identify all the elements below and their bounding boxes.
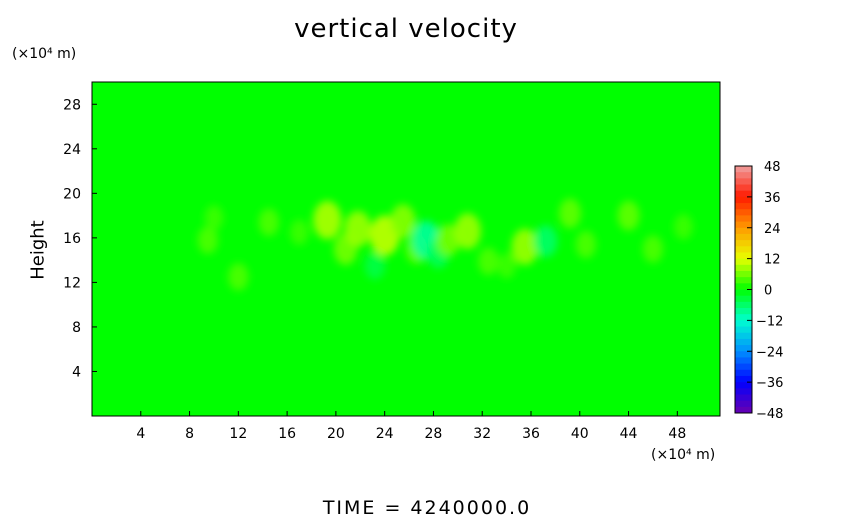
heatmap-cell (390, 204, 416, 239)
x-tick-label: 32 (473, 426, 491, 442)
colorbar-swatch (735, 209, 752, 216)
y-tick-label: 24 (63, 142, 81, 158)
colorbar-swatch (735, 369, 752, 377)
x-tick-label: 8 (185, 426, 194, 442)
heatmap-cell (436, 224, 460, 257)
colorbar-label: 0 (764, 284, 772, 299)
colorbar-swatch (735, 252, 752, 260)
y-tick-label: 12 (63, 275, 81, 291)
y-axis-unit: (×10⁴ m) (12, 46, 77, 62)
colorbar-swatch (735, 320, 752, 328)
heatmap-cell (478, 247, 499, 276)
heatmap-cell (642, 235, 664, 263)
y-tick-label: 16 (63, 231, 81, 247)
chart-title: vertical velocity (294, 14, 518, 44)
colorbar-swatch (735, 308, 752, 315)
colorbar-swatch (735, 289, 752, 297)
colorbar-label: −12 (756, 314, 783, 329)
colorbar-swatch (735, 233, 752, 241)
heatmap-cell (575, 230, 597, 259)
y-tick-label: 28 (63, 97, 81, 113)
colorbar-label: 12 (764, 253, 781, 268)
x-tick-label: 24 (376, 426, 394, 442)
x-axis-unit: (×10⁴ m) (651, 447, 716, 463)
heatmap-cell (228, 263, 249, 291)
colorbar-swatch (735, 270, 752, 278)
heatmap-cell (258, 208, 280, 237)
colorbar-swatch (735, 166, 752, 173)
colorbar-swatch (735, 295, 752, 303)
colorbar-swatch (735, 326, 752, 334)
x-tick-label: 36 (522, 426, 540, 442)
colorbar-swatch (735, 264, 752, 272)
x-tick-label: 20 (327, 426, 345, 442)
colorbar-swatch (735, 184, 752, 192)
y-tick-label: 8 (72, 320, 81, 336)
colorbar-label: 48 (764, 160, 781, 175)
colorbar-swatch (735, 203, 752, 210)
heatmap-cell (454, 213, 481, 250)
x-tick-label: 40 (571, 426, 589, 442)
colorbar-label: −24 (756, 345, 783, 360)
colorbar-swatch (735, 338, 752, 346)
colorbar-swatch (735, 178, 752, 186)
heatmap-cell (674, 214, 693, 240)
colorbar-swatch (735, 351, 752, 358)
colorbar-swatch (735, 215, 752, 223)
heatmap-cell (289, 219, 309, 245)
colorbar-swatch (735, 301, 752, 309)
colorbar-swatch (735, 221, 752, 229)
x-tick-label: 4 (136, 426, 145, 442)
x-tick-label: 48 (668, 426, 686, 442)
heatmap-cell (511, 228, 539, 265)
colorbar: 48 36 24 12 0 −12 −24 −36 −48 (734, 160, 783, 422)
heatmap-cell (617, 200, 640, 231)
colorbar-swatch (735, 227, 752, 235)
colorbar-swatch (735, 246, 752, 253)
y-tick-label: 20 (63, 186, 81, 202)
colorbar-swatch (735, 406, 752, 414)
colorbar-swatch (735, 172, 752, 179)
colorbar-swatch (735, 314, 752, 321)
colorbar-swatch (735, 363, 752, 371)
x-tick-label: 16 (278, 426, 296, 442)
colorbar-swatch (735, 240, 752, 247)
colorbar-swatch (735, 277, 752, 284)
x-tick-label: 44 (620, 426, 638, 442)
colorbar-label: 24 (764, 222, 781, 237)
plot-frame (91, 81, 721, 417)
colorbar-swatch (735, 332, 752, 340)
colorbar-swatch (735, 388, 752, 395)
colorbar-swatch (735, 394, 752, 402)
heatmap-cell (204, 205, 224, 231)
heatmap-cell (197, 226, 219, 254)
colorbar-swatch (735, 196, 752, 204)
heatmap-cell (497, 253, 517, 279)
colorbar-swatch (735, 382, 752, 389)
colorbar-swatch (735, 190, 752, 198)
heatmap-cell (364, 251, 386, 280)
y-tick-label: 4 (72, 364, 81, 380)
colorbar-label: 36 (764, 191, 781, 206)
x-tick-label: 28 (425, 426, 443, 442)
colorbar-label: −48 (756, 407, 783, 422)
x-tick-label: 12 (229, 426, 247, 442)
heatmap-cell (344, 210, 372, 248)
colorbar-swatch (735, 345, 752, 352)
colorbar-swatch (735, 375, 752, 383)
heatmap-cell (559, 198, 582, 229)
colorbar-swatch (735, 258, 752, 266)
heatmap-cell (313, 200, 342, 240)
colorbar-swatch (735, 400, 752, 408)
colorbar-swatch (735, 357, 752, 365)
plot-area (91, 81, 721, 417)
heatmap-cell (533, 225, 558, 258)
colorbar-label: −36 (756, 376, 783, 391)
time-label: TIME = 4240000.0 (322, 497, 532, 519)
colorbar-swatch (735, 283, 752, 290)
